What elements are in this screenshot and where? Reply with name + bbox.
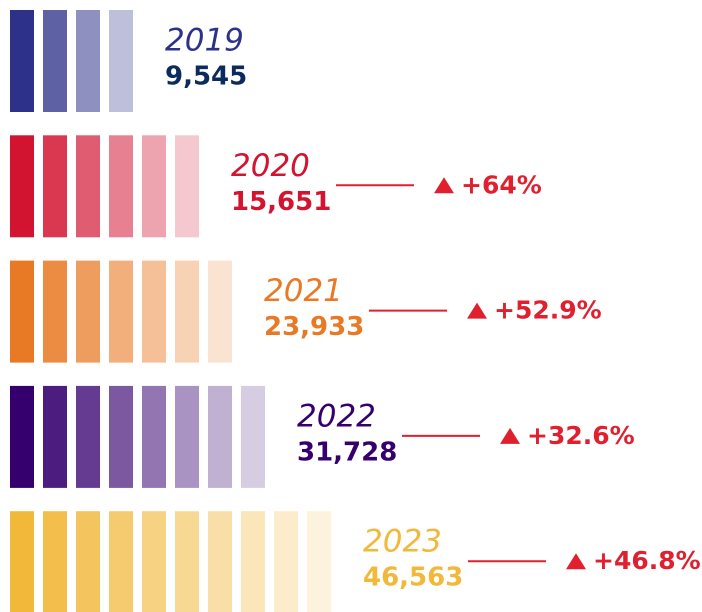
stripe xyxy=(241,511,265,612)
stripe-group xyxy=(10,511,331,612)
stripe xyxy=(175,511,199,612)
stripe xyxy=(142,135,166,238)
stripe xyxy=(109,135,133,238)
stripe-group xyxy=(10,260,232,363)
stripe xyxy=(109,385,133,488)
stripe xyxy=(10,511,34,612)
value-label: 9,545 xyxy=(165,62,247,92)
value-label: 15,651 xyxy=(231,187,331,217)
stripe xyxy=(241,385,265,488)
up-arrow xyxy=(467,302,487,319)
stripe-group xyxy=(10,135,199,238)
change-label: +46.8% xyxy=(593,546,701,575)
up-arrow xyxy=(434,177,454,194)
stripe xyxy=(175,385,199,488)
stripe xyxy=(76,511,100,612)
stripe xyxy=(10,385,34,488)
year-label: 2021 xyxy=(264,273,343,309)
stripe xyxy=(307,511,331,612)
value-label: 23,933 xyxy=(264,312,364,342)
stripe xyxy=(43,135,67,238)
year-label: 2022 xyxy=(297,398,376,434)
stripe xyxy=(175,135,199,238)
stripe xyxy=(10,135,34,238)
stripe xyxy=(274,511,298,612)
stripe xyxy=(208,260,232,363)
stripe xyxy=(76,10,100,112)
up-arrow xyxy=(500,427,520,444)
stripe-group xyxy=(10,10,133,112)
year-label: 2019 xyxy=(165,23,244,59)
year-label: 2023 xyxy=(363,524,442,560)
stripe xyxy=(43,385,67,488)
stripe xyxy=(175,260,199,363)
value-label: 46,563 xyxy=(363,563,463,593)
stripe xyxy=(43,260,67,363)
stripe xyxy=(10,260,34,363)
stripe xyxy=(109,511,133,612)
stripe xyxy=(142,260,166,363)
stripe xyxy=(208,385,232,488)
change-label: +52.9% xyxy=(494,296,602,325)
stripe xyxy=(10,10,34,112)
stripe xyxy=(43,511,67,612)
stripe xyxy=(208,511,232,612)
stripe xyxy=(109,10,133,112)
stripe xyxy=(43,10,67,112)
stripe xyxy=(142,385,166,488)
stripe xyxy=(76,260,100,363)
stripe xyxy=(142,511,166,612)
stripe xyxy=(109,260,133,363)
stripe xyxy=(76,135,100,238)
stripe-group xyxy=(10,385,265,488)
value-label: 31,728 xyxy=(297,437,397,467)
year-label: 2020 xyxy=(231,148,310,184)
change-label: +32.6% xyxy=(527,421,635,450)
up-arrow xyxy=(566,553,586,570)
stripe xyxy=(76,385,100,488)
change-label: +64% xyxy=(461,170,542,199)
